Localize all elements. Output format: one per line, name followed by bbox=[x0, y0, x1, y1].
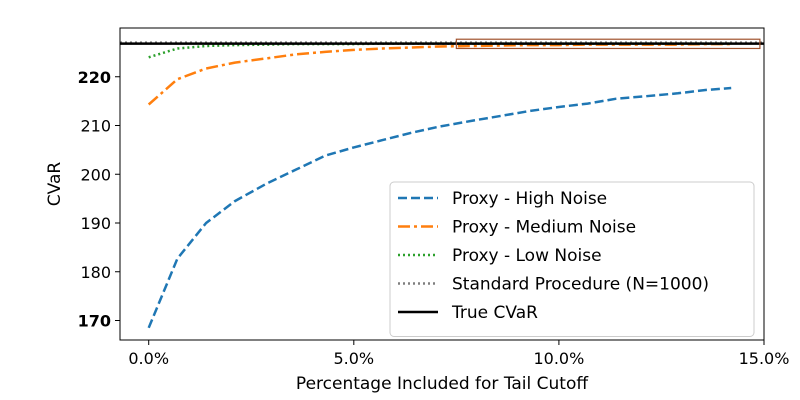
x-tick-label-2: 10.0% bbox=[533, 349, 584, 368]
legend-label-3: Standard Procedure (N=1000) bbox=[452, 275, 709, 295]
y-tick-label-1: 180 bbox=[80, 263, 111, 282]
legend-label-4: True CVaR bbox=[451, 303, 538, 323]
x-tick-label-3: 15.0% bbox=[739, 349, 790, 368]
x-axis-ticks: 0.0% 5.0% 10.0% 15.0% bbox=[128, 340, 789, 368]
annotation-layer bbox=[455, 38, 761, 50]
legend-label-2: Proxy - Low Noise bbox=[452, 246, 602, 266]
y-axis-ticks: 170 180 190 200 210 220 bbox=[78, 68, 120, 331]
legend: Proxy - High Noise Proxy - Medium Noise Pr… bbox=[389, 181, 755, 337]
x-tick-label-1: 5.0% bbox=[333, 349, 374, 368]
plot-frame bbox=[119, 27, 765, 341]
legend-label-0: Proxy - High Noise bbox=[452, 189, 607, 209]
x-tick-label-0: 0.0% bbox=[128, 349, 169, 368]
y-tick-label-3: 200 bbox=[80, 165, 111, 184]
y-tick-label-2: 190 bbox=[80, 214, 111, 233]
y-tick-label-5: 220 bbox=[78, 68, 111, 87]
series-layer bbox=[120, 41, 764, 329]
zoom-annotation-box bbox=[455, 38, 761, 50]
y-tick-label-4: 210 bbox=[80, 117, 111, 136]
series-line-0 bbox=[147, 86, 732, 329]
y-tick-label-0: 170 bbox=[78, 312, 111, 331]
x-axis-label: Percentage Included for Tail Cutoff bbox=[296, 374, 589, 394]
legend-label-1: Proxy - Medium Noise bbox=[452, 218, 636, 238]
legend-box bbox=[389, 181, 755, 337]
y-axis-label: CVaR bbox=[45, 162, 65, 207]
